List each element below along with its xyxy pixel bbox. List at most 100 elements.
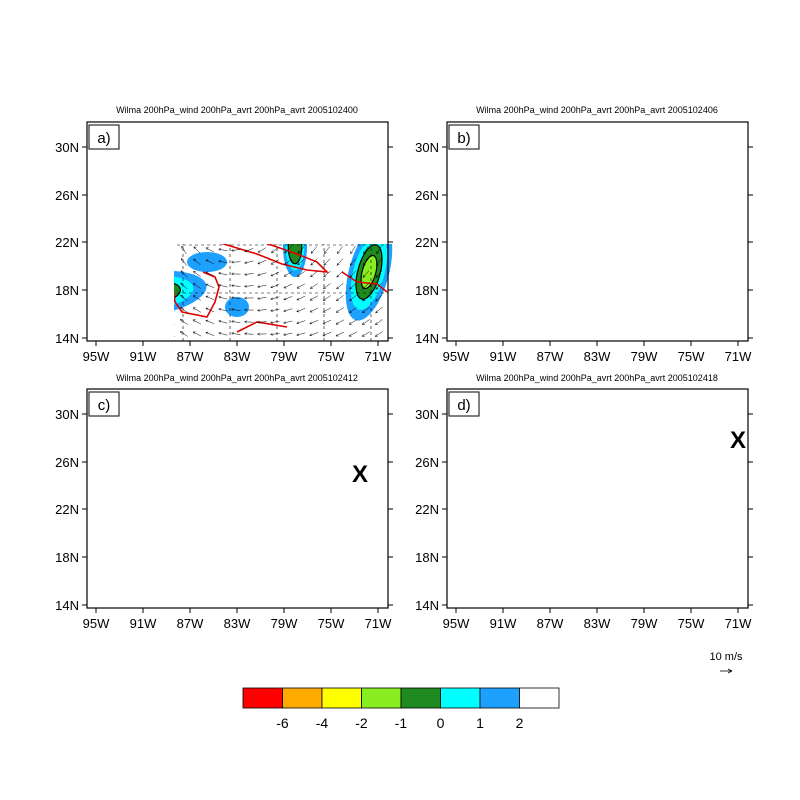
wind-vector [258, 527, 266, 531]
wind-vector [527, 320, 535, 324]
wind-vector [644, 320, 652, 324]
wind-vector [530, 417, 532, 426]
wind-vector [219, 237, 228, 239]
wind-vector [257, 247, 267, 253]
wind-vector [738, 417, 741, 426]
wind-vector [117, 489, 120, 497]
wind-vector [350, 586, 356, 592]
wind-vector [725, 162, 728, 171]
wind-vector [105, 234, 107, 243]
wind-vector [313, 150, 316, 159]
wind-vector [605, 285, 614, 288]
wind-vector [377, 561, 382, 569]
wind-vector [579, 285, 588, 287]
wind-vector [490, 150, 494, 158]
wind-vector [478, 198, 480, 207]
wind-vector [592, 141, 601, 143]
vorticity-contour [470, 413, 615, 564]
wind-vector [515, 127, 522, 133]
wind-vector [336, 282, 344, 290]
wind-vector [194, 418, 200, 425]
wind-vector [272, 418, 279, 424]
wind-vector [104, 198, 108, 206]
wind-vector [503, 150, 508, 158]
wind-vector [566, 164, 574, 168]
wind-vector [205, 295, 215, 301]
wind-vector [142, 175, 148, 181]
vorticity-contour [287, 244, 303, 265]
wind-vector [606, 453, 611, 460]
colorbar-label: -2 [355, 715, 368, 731]
reference-vector: 10 m/s [709, 651, 743, 674]
wind-vector [618, 504, 627, 506]
wind-vector [105, 465, 107, 474]
wind-vector [670, 394, 677, 399]
wind-vector [592, 503, 600, 507]
wind-vector [323, 598, 330, 603]
wind-vector [322, 331, 332, 337]
lon-tick-label: 79W [271, 349, 298, 364]
lat-tick-label: 26N [415, 188, 439, 203]
wind-vector [116, 151, 123, 157]
wind-vector [273, 138, 278, 146]
wind-vector [605, 503, 614, 506]
wind-vector [631, 272, 639, 277]
wind-vector [553, 563, 561, 567]
vorticity-contour [452, 478, 482, 494]
wind-vector [540, 550, 547, 555]
wind-vector [298, 417, 303, 424]
coastline [577, 237, 687, 272]
wind-vector [685, 234, 689, 242]
wind-vector [297, 587, 305, 592]
wind-vector [144, 417, 147, 426]
wind-vector [218, 248, 228, 252]
wind-vector [219, 503, 228, 506]
wind-vector [244, 308, 254, 312]
wind-vector [451, 270, 455, 278]
wind-vector [219, 564, 228, 566]
lon-tick-label: 75W [678, 616, 705, 631]
wind-vector [298, 514, 304, 521]
wind-vector [205, 259, 215, 265]
wind-vector [128, 574, 135, 579]
wind-vector [205, 331, 215, 336]
wind-vector [349, 270, 357, 278]
wind-vector [501, 332, 509, 337]
wind-vector [464, 282, 469, 290]
wind-vector [378, 162, 380, 171]
wind-vector [553, 260, 561, 264]
wind-vector [618, 151, 625, 157]
wind-vector [338, 198, 341, 207]
wind-vector [605, 479, 613, 483]
wind-vector [181, 489, 186, 496]
wind-vector [349, 258, 356, 266]
vorticity-contour [349, 506, 385, 542]
wind-vector [231, 272, 241, 276]
wind-vector [244, 296, 254, 300]
wind-vector [476, 319, 483, 325]
wind-vector [579, 563, 588, 566]
vorticity-contour [359, 124, 395, 180]
wind-vector [377, 222, 381, 230]
wind-vector [606, 175, 612, 181]
wind-vector [697, 295, 703, 302]
wind-vector [579, 599, 588, 602]
wind-vector [724, 489, 728, 497]
wind-vector [592, 599, 601, 601]
wind-vector [631, 600, 640, 602]
wind-vector [312, 126, 316, 134]
wind-vector [338, 222, 342, 230]
wind-vector [605, 394, 612, 400]
wind-vector [671, 283, 677, 289]
wind-vector [555, 210, 558, 218]
wind-vector [338, 210, 341, 218]
wind-vector [206, 539, 215, 542]
wind-vector [698, 150, 702, 158]
wind-vector [270, 296, 280, 301]
wind-vector [711, 489, 716, 497]
wind-vector [155, 175, 162, 181]
wind-vector [658, 418, 664, 425]
wind-vector [697, 526, 704, 532]
wind-vector [618, 395, 626, 399]
wind-vector [722, 599, 730, 604]
